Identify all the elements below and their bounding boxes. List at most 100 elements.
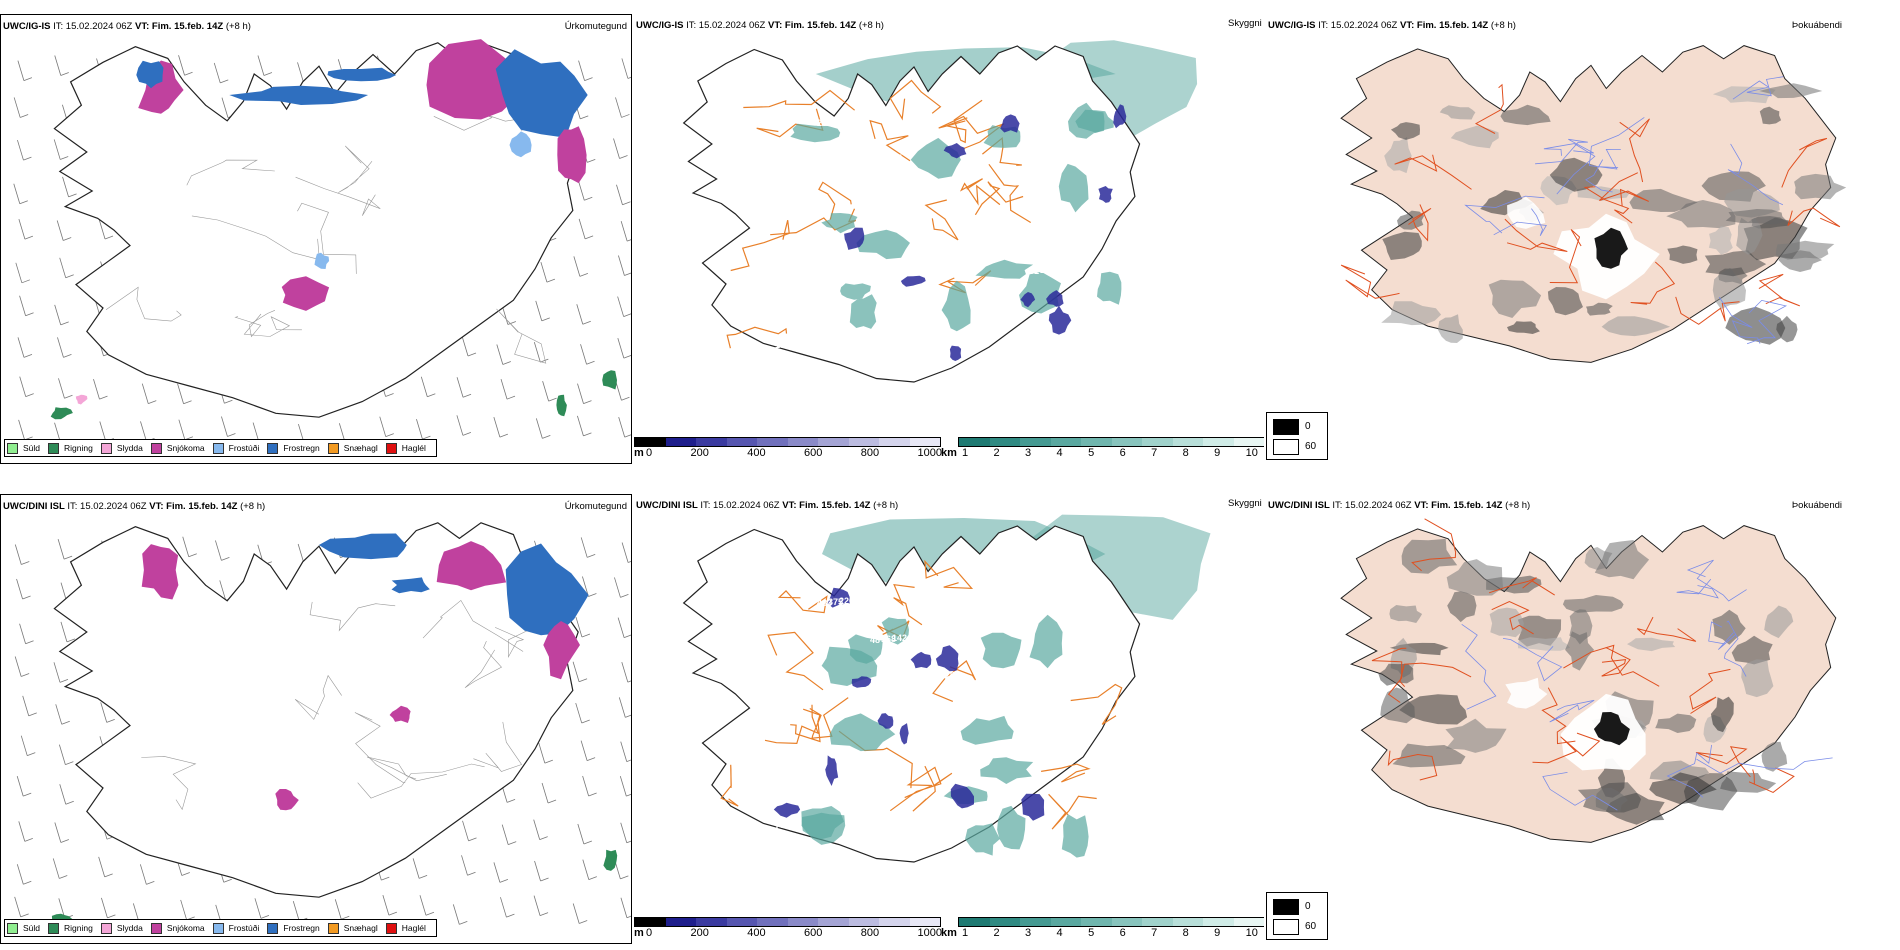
legend-swatch [267, 922, 279, 934]
road [764, 704, 820, 745]
wind-barb-flag [25, 312, 34, 317]
fog-index-area [1565, 631, 1595, 671]
colorbar-tick: 200 [690, 927, 709, 939]
colorbar-segment [959, 438, 990, 446]
river [1746, 299, 1788, 345]
wind-barb-flag [583, 400, 592, 405]
legend-label: Súld [23, 443, 41, 453]
high-fog-index-area [1593, 712, 1630, 746]
wind-barb-flag [61, 720, 70, 725]
visibility-label: 48 [870, 635, 880, 645]
colorbar-segment [909, 438, 940, 446]
road [496, 308, 547, 364]
legend-item: Slydda [100, 442, 143, 454]
wind-barb [56, 220, 64, 241]
wind-barb-flag [59, 875, 68, 879]
very-low-visibility-area [1046, 290, 1064, 307]
legend-item: Snæhagl [327, 922, 378, 934]
wind-barb [297, 62, 304, 83]
wind-barb-flag [586, 757, 596, 761]
wind-barb-flag [620, 875, 629, 880]
fog-index-area [1704, 250, 1767, 277]
very-low-visibility-area [900, 275, 926, 287]
snow-area [281, 276, 330, 311]
fog-index-area [1601, 316, 1671, 337]
wind-barb-flag [63, 353, 72, 358]
wind-barb [18, 821, 26, 842]
fog-index-area [1761, 741, 1788, 772]
wind-barb [582, 576, 589, 597]
fog-index-area [1712, 609, 1746, 645]
road [974, 181, 1024, 216]
wind-barb [578, 218, 586, 239]
very-low-visibility-area [1113, 104, 1127, 129]
wind-barb [462, 820, 469, 841]
road [295, 176, 381, 216]
snow-area [389, 705, 411, 723]
very-low-visibility-area [950, 783, 974, 809]
colorbar-segment [848, 438, 879, 446]
wind-barb-flag [506, 913, 515, 918]
snow-area [141, 544, 179, 600]
wind-barb [500, 379, 508, 400]
visibility-label: 22 [998, 227, 1008, 237]
snow-area [557, 126, 587, 184]
very-low-visibility-area [1000, 114, 1020, 133]
low-visibility-area [821, 213, 858, 234]
wind-barb-flag [20, 913, 29, 918]
colorbar-tick: 3 [1025, 927, 1032, 939]
wind-barb-flag [583, 432, 592, 437]
wind-barb [617, 617, 625, 638]
river [1732, 76, 1784, 100]
wind-barb-flag [25, 393, 34, 397]
very-low-visibility-area [1021, 793, 1045, 821]
snow-area [275, 789, 299, 811]
colorbar-segment [1050, 918, 1081, 926]
wind-barb [100, 702, 108, 723]
low-visibility-area [997, 805, 1026, 850]
legend-item: Snjókoma [150, 922, 205, 934]
wind-barb [540, 261, 548, 283]
road [234, 310, 276, 338]
colorbar-segment [726, 918, 757, 926]
road [366, 756, 447, 782]
road [1675, 296, 1740, 325]
wind-barb [17, 60, 25, 81]
road [357, 763, 485, 799]
wind-barb-flag [578, 678, 588, 683]
wind-barb-flag [627, 76, 631, 79]
snow-area [436, 541, 507, 591]
wind-barb [13, 183, 21, 204]
wind-barb-flag [23, 77, 33, 81]
legend-swatch [48, 922, 60, 934]
fog-index-area [1382, 231, 1422, 260]
low-visibility-area [965, 823, 1000, 856]
wind-barb-flag [422, 435, 431, 440]
river [1542, 772, 1618, 811]
wind-barb [416, 419, 423, 440]
wind-barb-flag [21, 279, 30, 284]
fog-index-area [1741, 659, 1774, 698]
wind-barb-flag [547, 799, 557, 804]
low-visibility-area [849, 294, 877, 329]
wind-barb-flag [220, 79, 229, 84]
road [924, 559, 974, 590]
fog-index-area [1480, 190, 1534, 216]
wind-barb-flag [27, 752, 36, 757]
legend-label: Frostúði [228, 923, 260, 933]
fog-index-area [1562, 595, 1624, 613]
wind-barb-flag [588, 593, 597, 597]
fog-index-area [1794, 173, 1847, 200]
very-low-visibility-area [1048, 305, 1072, 335]
wind-barb [577, 415, 584, 436]
road [889, 766, 942, 812]
colorbar-segment [787, 918, 818, 926]
colorbar-segment [848, 918, 879, 926]
wind-barb [580, 740, 588, 761]
road [730, 220, 790, 272]
legend-item: Frostúði [212, 922, 260, 934]
wind-barb [620, 897, 628, 918]
colorbar-segment [1203, 918, 1234, 926]
visibility-label: 107 [1051, 744, 1066, 754]
coastline [53, 522, 579, 898]
